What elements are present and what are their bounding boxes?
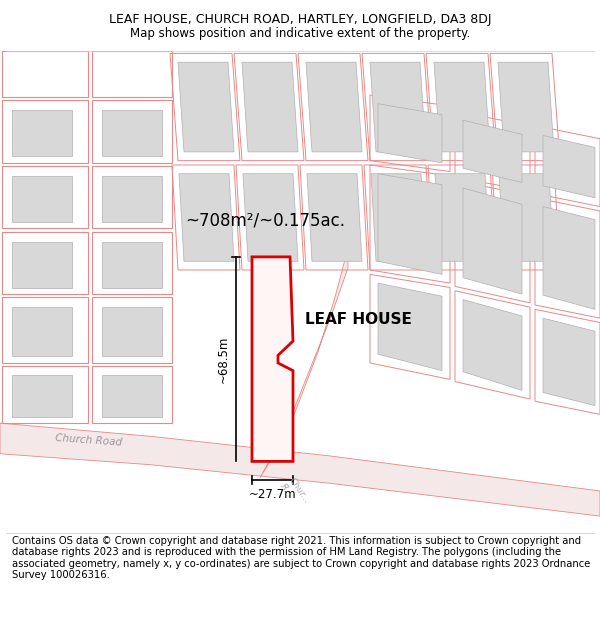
Polygon shape	[12, 176, 72, 222]
Polygon shape	[378, 104, 442, 162]
Polygon shape	[543, 318, 595, 406]
Polygon shape	[463, 188, 522, 294]
Polygon shape	[434, 62, 490, 152]
Text: Contains OS data © Crown copyright and database right 2021. This information is : Contains OS data © Crown copyright and d…	[12, 536, 590, 581]
Polygon shape	[12, 241, 72, 288]
Text: LEAF HOUSE: LEAF HOUSE	[305, 312, 412, 327]
Text: ~708m²/~0.175ac.: ~708m²/~0.175ac.	[185, 212, 345, 230]
Polygon shape	[102, 176, 162, 222]
Polygon shape	[435, 174, 490, 261]
Polygon shape	[12, 375, 72, 416]
Text: ~27.7m: ~27.7m	[248, 488, 296, 501]
Polygon shape	[252, 257, 293, 461]
Text: Chur...
R...: Chur... R...	[278, 476, 311, 511]
Polygon shape	[178, 62, 234, 152]
Polygon shape	[260, 248, 348, 478]
Polygon shape	[543, 206, 595, 309]
Text: LEAF HOUSE, CHURCH ROAD, HARTLEY, LONGFIELD, DA3 8DJ: LEAF HOUSE, CHURCH ROAD, HARTLEY, LONGFI…	[109, 12, 491, 26]
Polygon shape	[102, 110, 162, 156]
Polygon shape	[378, 174, 442, 274]
Text: Map shows position and indicative extent of the property.: Map shows position and indicative extent…	[130, 28, 470, 41]
Polygon shape	[179, 174, 234, 261]
Polygon shape	[543, 136, 595, 198]
Polygon shape	[378, 283, 442, 371]
Polygon shape	[498, 62, 554, 152]
Polygon shape	[102, 307, 162, 356]
Polygon shape	[0, 423, 600, 516]
Polygon shape	[12, 307, 72, 356]
Polygon shape	[12, 110, 72, 156]
Polygon shape	[102, 241, 162, 288]
Polygon shape	[370, 62, 426, 152]
Text: ~68.5m: ~68.5m	[217, 336, 230, 383]
Polygon shape	[306, 62, 362, 152]
Polygon shape	[243, 174, 298, 261]
Text: Church Road: Church Road	[55, 433, 122, 448]
Polygon shape	[463, 120, 522, 182]
Polygon shape	[307, 174, 362, 261]
Polygon shape	[242, 62, 298, 152]
Polygon shape	[371, 174, 426, 261]
Polygon shape	[463, 299, 522, 390]
Polygon shape	[102, 375, 162, 416]
Polygon shape	[499, 174, 554, 261]
